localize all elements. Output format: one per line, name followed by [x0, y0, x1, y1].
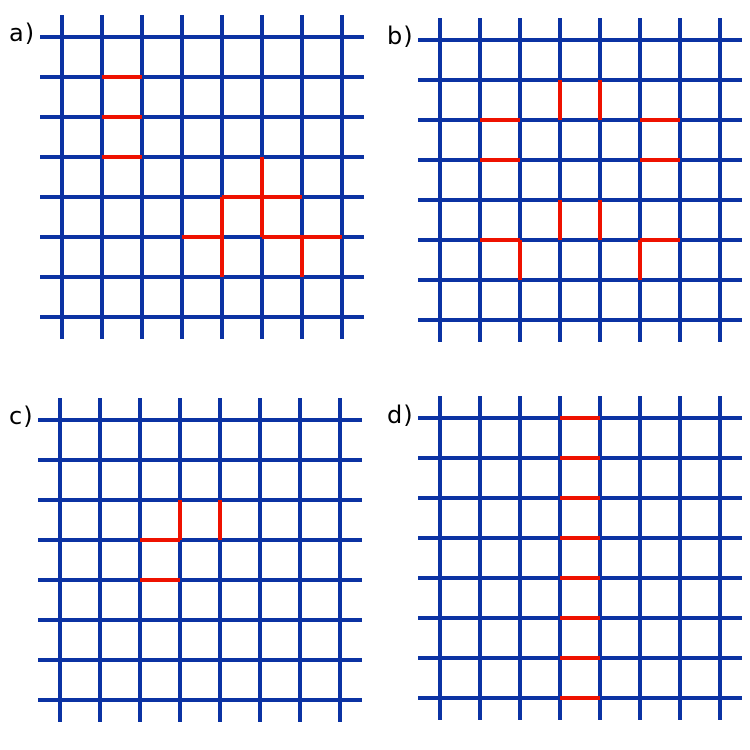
panel-b-label: b)	[387, 22, 414, 50]
panel-c-label: c)	[9, 402, 34, 430]
panel-d-lattice	[418, 396, 742, 720]
panel-a-lattice	[40, 15, 364, 339]
panel-d-label: d)	[387, 401, 414, 429]
panel-c-lattice	[38, 398, 362, 722]
panel-b-lattice	[418, 18, 742, 342]
panel-a-label: a)	[9, 19, 36, 47]
